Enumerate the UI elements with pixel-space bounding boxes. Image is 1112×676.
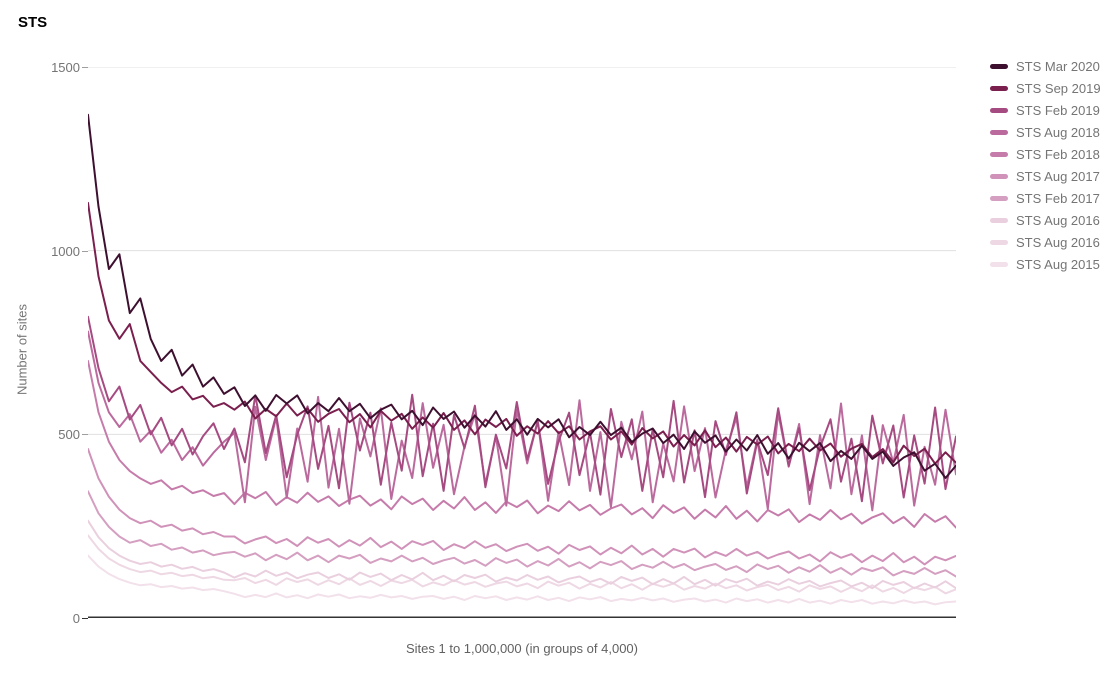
- series-line-sts-feb-2017: [87, 490, 957, 578]
- legend-item-4: STS Feb 2018: [990, 143, 1101, 165]
- series-line-sts-aug-2016: [87, 534, 957, 595]
- legend-item-0: STS Mar 2020: [990, 55, 1101, 77]
- legend-swatch-icon: [990, 195, 1008, 201]
- legend-label: STS Aug 2018: [1016, 124, 1100, 140]
- legend-label: STS Feb 2018: [1016, 146, 1100, 162]
- plot-area: [87, 66, 957, 618]
- legend-swatch-icon: [990, 151, 1008, 157]
- y-axis-title: Number of sites: [14, 303, 30, 396]
- legend-swatch-icon: [990, 129, 1008, 135]
- legend-swatch-icon: [990, 85, 1008, 91]
- series-line-sts-feb-2019: [87, 315, 957, 503]
- legend-label: STS Aug 2015: [1016, 256, 1100, 272]
- legend-label: STS Feb 2017: [1016, 190, 1100, 206]
- series-line-sts-feb-2018: [87, 359, 957, 529]
- y-tick-label-500: 500: [58, 427, 80, 442]
- legend-item-3: STS Aug 2018: [990, 121, 1101, 143]
- y-tick-mark: [82, 434, 88, 435]
- legend-label: STS Mar 2020: [1016, 58, 1100, 74]
- legend-item-8: STS Aug 2016: [990, 231, 1101, 253]
- x-axis-title: Sites 1 to 1,000,000 (in groups of 4,000…: [406, 641, 638, 656]
- legend-label: STS Sep 2019: [1016, 80, 1101, 96]
- legend-label: STS Aug 2017: [1016, 168, 1100, 184]
- legend-item-2: STS Feb 2019: [990, 99, 1101, 121]
- legend-label: STS Aug 2016: [1016, 234, 1100, 250]
- legend-swatch-icon: [990, 217, 1008, 223]
- legend-label: STS Feb 2019: [1016, 102, 1100, 118]
- y-tick-mark: [82, 67, 88, 68]
- legend-item-7: STS Aug 2016: [990, 209, 1101, 231]
- y-tick-mark: [82, 618, 88, 619]
- y-tick-mark: [82, 251, 88, 252]
- y-tick-label-1000: 1000: [51, 244, 80, 259]
- line-chart-canvas: [87, 66, 957, 618]
- y-tick-label-0: 0: [72, 611, 80, 626]
- legend-swatch-icon: [990, 63, 1008, 69]
- legend-swatch-icon: [990, 261, 1008, 267]
- series-line-sts-aug-2018: [87, 330, 957, 512]
- legend-swatch-icon: [990, 173, 1008, 179]
- legend-item-5: STS Aug 2017: [990, 165, 1101, 187]
- legend-swatch-icon: [990, 239, 1008, 245]
- legend: STS Mar 2020 STS Sep 2019 STS Feb 2019 STS …: [990, 55, 1101, 275]
- legend-swatch-icon: [990, 107, 1008, 113]
- series-line-sts-sep-2019: [87, 201, 957, 465]
- series-line-sts-mar-2020: [87, 113, 957, 479]
- legend-item-9: STS Aug 2015: [990, 253, 1101, 275]
- y-tick-label-1500: 1500: [51, 60, 80, 75]
- legend-label: STS Aug 2016: [1016, 212, 1100, 228]
- chart-title: STS: [18, 14, 48, 31]
- series-line-sts-aug-2017: [87, 448, 957, 566]
- legend-item-6: STS Feb 2017: [990, 187, 1101, 209]
- legend-item-1: STS Sep 2019: [990, 77, 1101, 99]
- series-line-sts-aug-2015: [87, 554, 957, 606]
- series-line-sts-aug-2016: [87, 519, 957, 590]
